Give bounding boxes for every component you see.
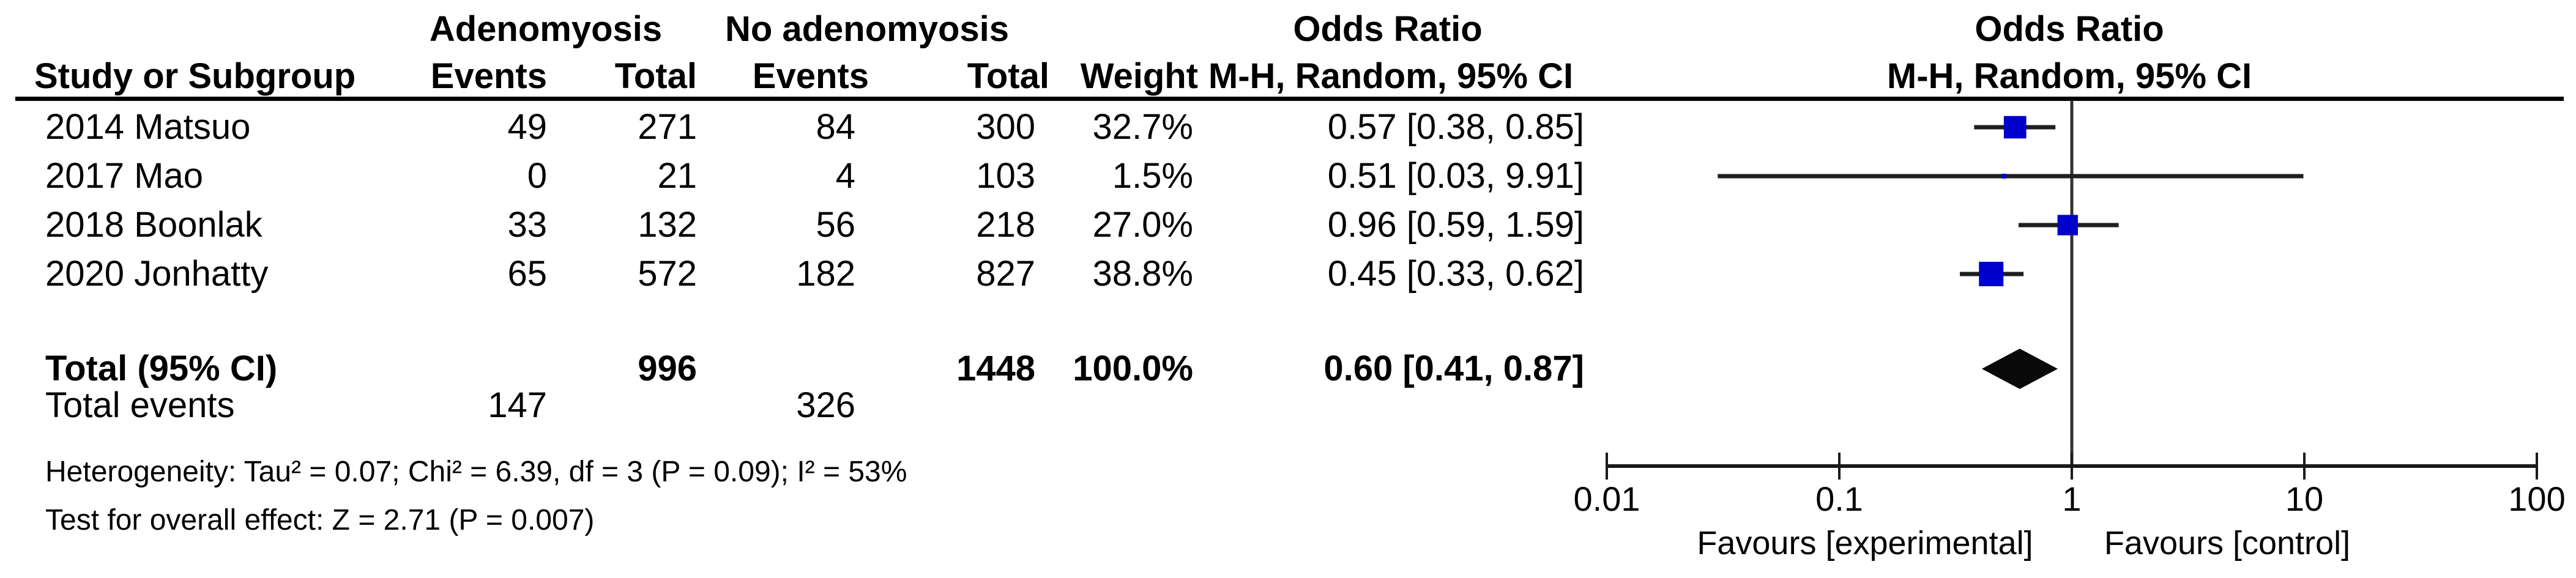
events-no-adenomyosis: 56 [816,205,855,245]
weight-column-header: Weight [1080,56,1198,96]
study-column-header: Study or Subgroup [34,56,356,96]
total-adenomyosis: 21 [657,156,697,196]
x-axis-tick-label: 100 [2508,480,2565,518]
effect-size-square [2001,174,2006,179]
effect-size-square [2057,215,2078,235]
total-adenomyosis: 132 [638,205,697,245]
total-row-weight: 100.0% [1073,349,1193,388]
total-adenomyosis: 271 [638,107,697,147]
odds-ratio-ci-text: 0.96 [0.59, 1.59] [1327,205,1584,245]
total1-column-header: Total [614,56,697,96]
study-name: 2014 Matsuo [45,107,251,147]
overall-effect-stats: Test for overall effect: Z = 2.71 (P = 0… [45,504,595,536]
total-row-label: Total (95% CI) [45,349,278,388]
weight-value: 27.0% [1092,205,1193,245]
group2-header: No adenomyosis [724,9,1010,49]
events1-column-header: Events [430,56,547,96]
x-axis-tick-label: 0.1 [1815,480,1863,518]
odds-ratio-ci-text: 0.51 [0.03, 9.91] [1327,156,1584,196]
events-adenomyosis: 0 [527,156,547,196]
odds-ratio-header-right: Odds Ratio [1975,9,2164,49]
pooled-effect-diamond [1981,349,2058,389]
heterogeneity-stats: Heterogeneity: Tau² = 0.07; Chi² = 6.39,… [45,456,907,488]
x-axis-tick-label: 0.01 [1574,480,1640,518]
weight-value: 38.8% [1092,254,1193,294]
total-no-adenomyosis: 300 [976,107,1035,147]
total-events-label: Total events [45,385,235,425]
effect-size-square [2003,116,2027,139]
study-name: 2018 Boonlak [45,205,262,245]
favours-control-label: Favours [control] [2104,525,2350,561]
header-rule [15,97,2564,101]
total-adenomyosis: 572 [638,254,697,294]
events-no-adenomyosis: 182 [796,254,855,294]
x-axis-tick-label: 10 [2285,480,2323,518]
events2-column-header: Events [752,56,869,96]
weight-value: 1.5% [1112,156,1193,196]
weight-value: 32.7% [1092,107,1193,147]
events-adenomyosis: 33 [507,205,547,245]
total-no-adenomyosis: 827 [976,254,1035,294]
events-adenomyosis: 49 [507,107,547,147]
total-no-adenomyosis: 103 [976,156,1035,196]
total-row-ci: 0.60 [0.41, 0.87] [1323,349,1584,388]
total-row-total1: 996 [638,349,697,388]
method-header-left: M-H, Random, 95% CI [1208,56,1574,96]
group1-header: Adenomyosis [429,9,663,49]
total-row-total2: 1448 [956,349,1035,388]
x-axis-tick-label: 1 [2062,480,2081,518]
events-no-adenomyosis: 4 [835,156,855,196]
events-no-adenomyosis: 84 [816,107,855,147]
total-events-events1: 147 [488,385,547,425]
total2-column-header: Total [967,56,1049,96]
effect-size-square [1979,262,2004,286]
total-events-events2: 326 [796,385,855,425]
study-name: 2020 Jonhatty [45,254,269,294]
odds-ratio-ci-text: 0.45 [0.33, 0.62] [1327,254,1584,294]
odds-ratio-ci-text: 0.57 [0.38, 0.85] [1327,107,1584,147]
method-header-right: M-H, Random, 95% CI [1886,56,2252,96]
study-name: 2017 Mao [45,156,203,196]
favours-experimental-label: Favours [experimental] [1697,525,2033,561]
total-no-adenomyosis: 218 [976,205,1035,245]
odds-ratio-header-left: Odds Ratio [1293,9,1483,49]
events-adenomyosis: 65 [507,254,547,294]
